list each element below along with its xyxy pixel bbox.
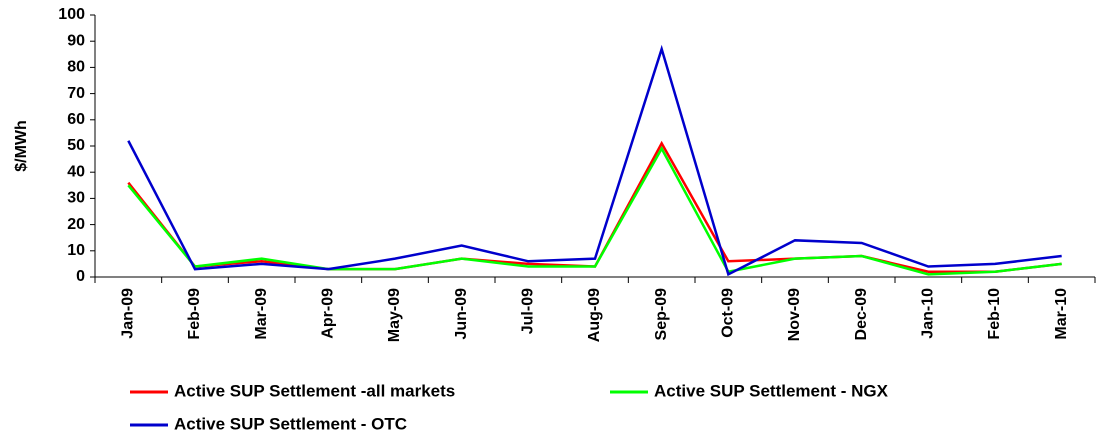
x-tick-label: Mar-10 <box>1053 288 1070 340</box>
x-tick-label: Oct-09 <box>720 288 737 338</box>
x-tick-label: Apr-09 <box>320 288 337 339</box>
legend-label: Active SUP Settlement - NGX <box>654 381 889 400</box>
y-tick-label: 100 <box>58 6 85 23</box>
y-tick-label: 50 <box>67 137 85 154</box>
x-tick-label: Nov-09 <box>786 288 803 341</box>
y-tick-label: 60 <box>67 111 85 128</box>
line-series <box>127 44 1062 277</box>
x-tick-label: Feb-10 <box>986 288 1003 340</box>
line-series <box>127 140 1062 274</box>
legend-label: Active SUP Settlement - OTC <box>174 414 407 433</box>
y-tick-label: 10 <box>67 242 85 259</box>
y-axis-label: $/MWh <box>13 120 30 172</box>
y-tick-label: 70 <box>67 85 85 102</box>
x-tick-label: Jun-09 <box>453 288 470 340</box>
y-tick-label: 80 <box>67 59 85 76</box>
x-tick-label: Jan-09 <box>120 288 137 339</box>
x-tick-label: May-09 <box>386 288 403 342</box>
x-tick-label: Dec-09 <box>853 288 870 341</box>
line-series <box>127 146 1062 276</box>
x-tick-label: Feb-09 <box>186 288 203 340</box>
x-tick-label: Sep-09 <box>653 288 670 341</box>
x-tick-label: Aug-09 <box>586 288 603 342</box>
x-tick-label: Jul-09 <box>520 288 537 334</box>
x-tick-label: Mar-09 <box>253 288 270 340</box>
legend-label: Active SUP Settlement -all markets <box>174 381 455 400</box>
y-tick-label: 90 <box>67 32 85 49</box>
y-tick-label: 0 <box>76 268 85 285</box>
y-tick-label: 20 <box>67 216 85 233</box>
x-tick-label: Jan-10 <box>920 288 937 339</box>
y-tick-label: 30 <box>67 190 85 207</box>
y-tick-label: 40 <box>67 163 85 180</box>
